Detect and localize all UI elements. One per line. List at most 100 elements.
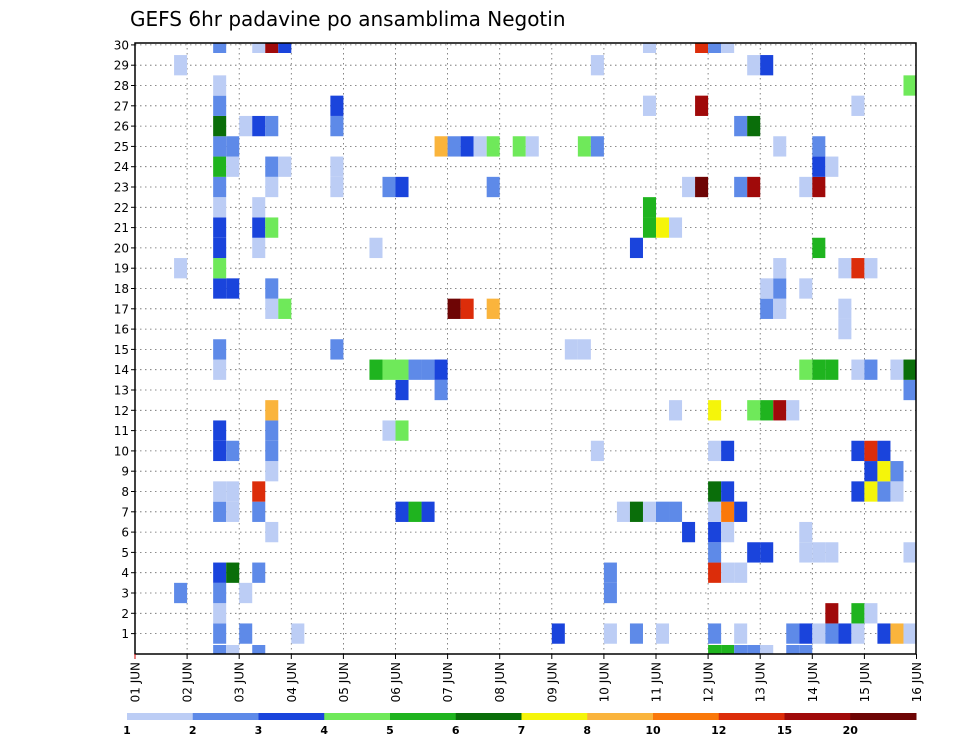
heatmap-cell xyxy=(812,359,826,380)
heatmap-cell xyxy=(330,95,344,116)
heatmap-cell xyxy=(747,115,761,137)
heatmap-cell xyxy=(395,420,409,441)
colorbar-label: 8 xyxy=(583,724,591,737)
heatmap-cell xyxy=(838,258,852,279)
y-tick-label: 1 xyxy=(121,627,129,641)
heatmap-cell xyxy=(174,582,188,604)
y-tick-label: 9 xyxy=(121,465,129,479)
heatmap-cell xyxy=(629,623,643,644)
heatmap-cell xyxy=(226,645,240,654)
colorbar-label: 12 xyxy=(711,724,726,737)
y-tick-label: 24 xyxy=(114,160,129,174)
heatmap-cell xyxy=(799,542,813,563)
heatmap-cell xyxy=(434,359,448,380)
heatmap-cell xyxy=(213,115,227,137)
heatmap-cell xyxy=(864,603,878,624)
heatmap-cell xyxy=(369,237,383,259)
heatmap-cell xyxy=(734,645,748,654)
heatmap-cell xyxy=(812,237,826,259)
heatmap-cell xyxy=(213,197,227,218)
heatmap-cell xyxy=(799,521,813,543)
heatmap-cell xyxy=(825,156,839,177)
heatmap-cell xyxy=(812,542,826,563)
heatmap-cell xyxy=(903,359,916,380)
heatmap-cell xyxy=(851,603,865,624)
heatmap-cell xyxy=(760,542,774,563)
x-tick-label: 14 JUN xyxy=(806,662,820,702)
x-tick-label: 08 JUN xyxy=(493,662,507,702)
heatmap-cell xyxy=(213,95,227,116)
colorbar-label: 1 xyxy=(123,724,131,737)
heatmap-cell xyxy=(525,136,539,157)
heatmap-cell xyxy=(252,237,266,259)
heatmap-cell xyxy=(421,359,435,380)
colorbar-label: 7 xyxy=(518,724,526,737)
heatmap-cell xyxy=(682,176,696,198)
heatmap-cell xyxy=(708,481,722,502)
heatmap-cell xyxy=(265,440,279,462)
heatmap-cell xyxy=(708,623,722,644)
heatmap-cell xyxy=(213,582,227,604)
heatmap-cell xyxy=(265,43,279,53)
heatmap-cell xyxy=(656,217,670,238)
heatmap-cell xyxy=(812,176,826,198)
colorbar-swatch xyxy=(324,713,391,720)
heatmap-cell xyxy=(486,136,500,157)
heatmap-cell xyxy=(369,359,383,380)
y-tick-label: 6 xyxy=(121,526,129,540)
heatmap-cell xyxy=(903,379,916,401)
heatmap-cell xyxy=(603,582,617,604)
heatmap-cell xyxy=(265,156,279,177)
y-tick-label: 13 xyxy=(114,384,129,398)
heatmap-cell xyxy=(291,623,305,644)
heatmap-cell xyxy=(890,359,904,380)
heatmap-cell xyxy=(812,623,826,644)
colorbar-swatch xyxy=(784,713,851,720)
heatmap-cell xyxy=(851,440,865,462)
heatmap-cell xyxy=(577,339,591,360)
heatmap-cell xyxy=(864,359,878,380)
heatmap-cell xyxy=(708,562,722,583)
colorbar-swatch xyxy=(390,713,457,720)
heatmap-cell xyxy=(473,136,487,157)
x-tick-label: 03 JUN xyxy=(233,662,247,702)
heatmap-cell xyxy=(708,43,722,53)
y-axis-ticks: 1234567891011121314151617181920212223242… xyxy=(114,38,135,641)
heatmap-cell xyxy=(213,237,227,259)
heatmap-cell xyxy=(825,542,839,563)
colorbar-swatch xyxy=(521,713,588,720)
heatmap-cell xyxy=(213,562,227,583)
heatmap-cell xyxy=(734,115,748,137)
heatmap-cell xyxy=(669,400,683,421)
y-tick-label: 15 xyxy=(114,343,129,357)
heatmap-cell xyxy=(695,95,709,116)
heatmap-cell xyxy=(434,379,448,401)
heatmap-cell xyxy=(213,359,227,380)
heatmap-cell xyxy=(695,176,709,198)
heatmap-cell xyxy=(747,542,761,563)
colorbar-swatch xyxy=(127,713,194,720)
heatmap-cell xyxy=(447,136,461,157)
heatmap-cell xyxy=(747,55,761,76)
heatmap-cell xyxy=(382,420,396,441)
heatmap-cell xyxy=(721,645,735,654)
heatmap-cell xyxy=(656,623,670,644)
x-tick-label: 02 JUN xyxy=(181,662,195,702)
colorbar-label: 3 xyxy=(255,724,263,737)
heatmap-cell xyxy=(734,562,748,583)
heatmap-cell xyxy=(382,176,396,198)
heatmap-cell xyxy=(226,501,240,522)
x-tick-label: 12 JUN xyxy=(702,662,716,702)
heatmap-cell xyxy=(877,623,891,644)
heatmap-cell xyxy=(603,562,617,583)
heatmap-cell xyxy=(877,461,891,482)
y-tick-label: 28 xyxy=(114,79,129,93)
colorbar-label: 6 xyxy=(452,724,460,737)
x-axis-ticks: 01 JUN 02 JUN 03 JUN 04 JUN 05 JUN 06 JUN 07 J… xyxy=(129,654,924,702)
heatmap-cell xyxy=(708,542,722,563)
heatmap-cell xyxy=(265,176,279,198)
heatmap-cell xyxy=(174,55,188,76)
heatmap-cell xyxy=(252,217,266,238)
heatmap-cell xyxy=(760,400,774,421)
heatmap-cell xyxy=(213,603,227,624)
